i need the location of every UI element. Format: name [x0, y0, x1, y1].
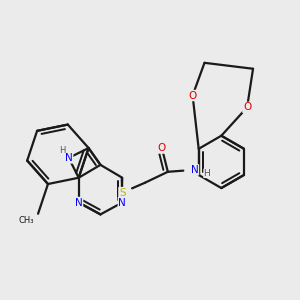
Text: S: S	[119, 188, 126, 198]
Text: H: H	[203, 169, 210, 178]
Text: N: N	[118, 197, 126, 208]
Text: O: O	[188, 91, 197, 100]
Text: N: N	[75, 197, 83, 208]
Text: O: O	[243, 102, 251, 112]
Text: H: H	[59, 146, 65, 155]
Text: O: O	[158, 143, 166, 153]
Text: N: N	[191, 165, 199, 175]
Text: CH₃: CH₃	[19, 216, 34, 225]
Text: N: N	[65, 153, 73, 163]
